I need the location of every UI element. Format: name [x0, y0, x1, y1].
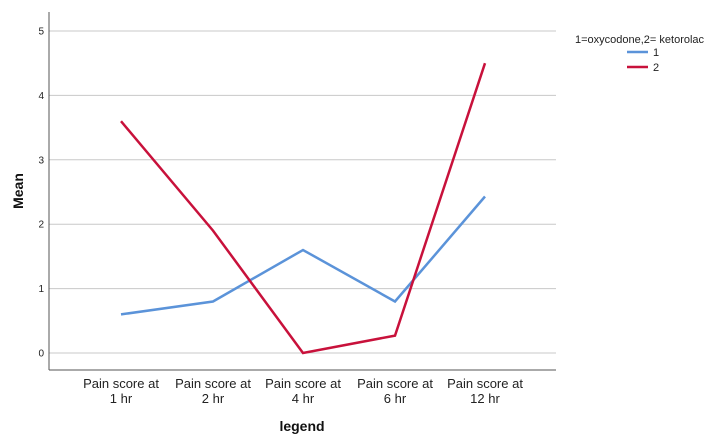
y-axis-title: Mean	[10, 173, 26, 209]
y-tick-label: 2	[38, 220, 44, 231]
grid-lines	[49, 30, 556, 354]
x-category-label: Pain score at 12 hr	[447, 376, 523, 406]
x-category-label: Pain score at 4 hr	[265, 376, 341, 406]
x-category-label: Pain score at 1 hr	[83, 376, 159, 406]
legend-label-2: 2	[653, 62, 659, 74]
legend-label-1: 1	[653, 47, 659, 59]
y-tick-labels: 0 1 2 3 4 5	[38, 27, 44, 360]
y-tick-label: 4	[38, 91, 44, 102]
legend: 1=oxycodone,2= ketorolac 1 2	[575, 34, 705, 74]
x-category-label: Pain score at 6 hr	[357, 376, 433, 406]
y-tick-label: 5	[38, 27, 44, 38]
y-tick-label: 1	[38, 284, 44, 295]
y-tick-label: 3	[38, 155, 44, 166]
series-line-1	[120, 195, 486, 316]
x-category-labels: Pain score at 1 hr Pain score at 2 hr Pain s…	[83, 376, 523, 406]
x-category-label: Pain score at 2 hr	[175, 376, 251, 406]
axes	[48, 12, 556, 371]
legend-title: 1=oxycodone,2= ketorolac	[575, 34, 705, 46]
x-axis-title: legend	[279, 418, 324, 434]
series-lines	[120, 62, 487, 355]
y-tick-label: 0	[38, 349, 44, 360]
series-line-2	[120, 62, 487, 355]
